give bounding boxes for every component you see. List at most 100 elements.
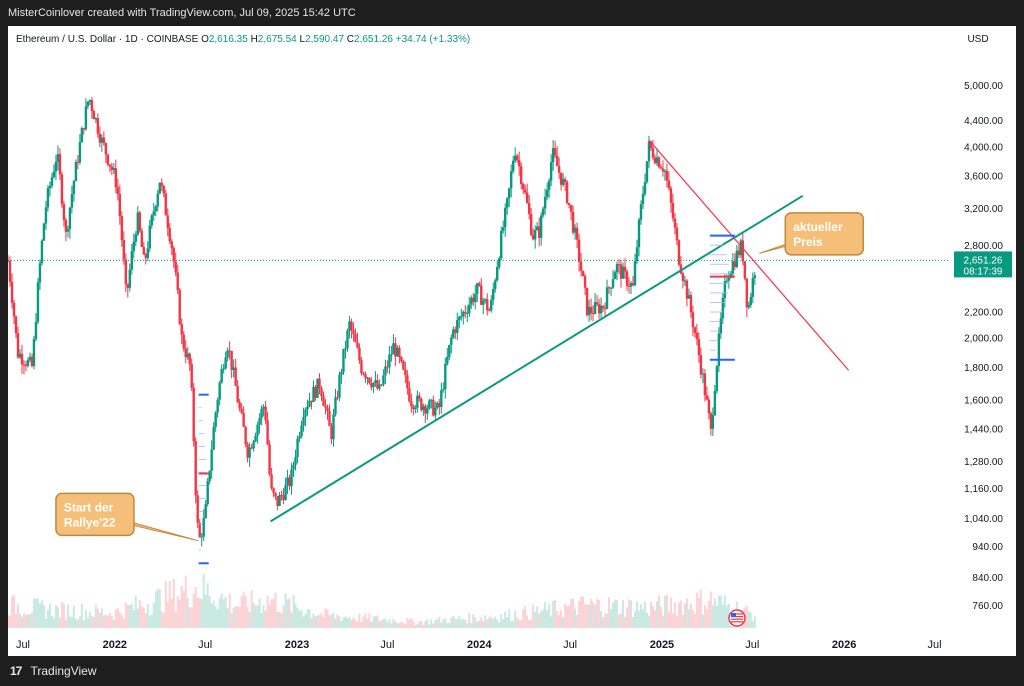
candle bbox=[70, 185, 74, 214]
volume-bar bbox=[314, 616, 317, 628]
candle bbox=[100, 134, 104, 152]
volume-bar bbox=[136, 608, 139, 628]
candle bbox=[16, 326, 20, 359]
currency-label[interactable]: USD bbox=[967, 34, 988, 45]
candle bbox=[302, 407, 305, 432]
volume-bar bbox=[548, 603, 551, 628]
candle bbox=[615, 261, 619, 281]
resistance-trendline[interactable] bbox=[648, 139, 850, 371]
volume-bar bbox=[630, 600, 633, 628]
volume-bar bbox=[268, 604, 271, 628]
volume-bar bbox=[222, 599, 225, 628]
volume-bar bbox=[484, 615, 487, 628]
candle bbox=[212, 421, 215, 451]
volume-bar bbox=[146, 604, 149, 628]
volume-bar bbox=[657, 595, 660, 628]
candle bbox=[721, 292, 725, 324]
volume-bar bbox=[396, 623, 399, 628]
volume-bar bbox=[162, 613, 165, 628]
support-trendline[interactable] bbox=[270, 194, 804, 523]
volume-bar bbox=[232, 607, 235, 628]
candle bbox=[711, 407, 715, 436]
candle bbox=[398, 345, 401, 364]
volume-bar bbox=[474, 617, 477, 628]
volume-bar bbox=[74, 618, 77, 628]
candle bbox=[144, 252, 147, 265]
volume-bar bbox=[598, 600, 601, 628]
candle bbox=[440, 382, 443, 414]
volume-bar bbox=[382, 619, 385, 628]
candle bbox=[370, 377, 373, 391]
volume-bar bbox=[88, 611, 91, 628]
volume-bar bbox=[194, 587, 197, 628]
volume-bar bbox=[318, 614, 321, 628]
volume-bar bbox=[671, 613, 674, 628]
x-tick-label: 2025 bbox=[650, 639, 674, 651]
volume-bar bbox=[576, 615, 579, 628]
candle bbox=[665, 163, 669, 188]
candle bbox=[8, 256, 12, 287]
candle bbox=[158, 182, 161, 195]
volume-bar bbox=[420, 621, 423, 628]
volume-bar bbox=[62, 604, 65, 628]
volume-bar bbox=[18, 613, 21, 628]
volume-bar bbox=[536, 606, 539, 628]
candle bbox=[591, 305, 595, 321]
candle bbox=[248, 442, 251, 467]
volume-bar bbox=[72, 605, 75, 628]
volume-bar bbox=[128, 605, 131, 628]
volume-bar bbox=[320, 612, 323, 628]
volume-bar bbox=[472, 614, 475, 628]
legend-segment: L bbox=[300, 34, 306, 45]
x-tick-label: Jul bbox=[563, 639, 577, 651]
us-flag-icon[interactable] bbox=[728, 609, 746, 627]
candle bbox=[262, 404, 265, 417]
volume-bar bbox=[689, 603, 692, 628]
x-tick-label: 2024 bbox=[467, 639, 492, 651]
candle bbox=[529, 208, 533, 237]
volume-bar bbox=[558, 615, 561, 628]
candle bbox=[44, 200, 48, 230]
legend-segment: 2,651.26 bbox=[354, 34, 396, 45]
volume-bar bbox=[608, 597, 611, 628]
volume-bar bbox=[719, 595, 722, 628]
volume-bar bbox=[86, 617, 89, 628]
candle bbox=[162, 184, 165, 198]
volume-bar bbox=[482, 621, 485, 628]
volume-bar bbox=[374, 616, 377, 628]
candle bbox=[667, 171, 671, 191]
candle bbox=[166, 208, 169, 237]
volume-bar bbox=[556, 611, 559, 628]
volume-bar bbox=[645, 612, 648, 628]
candle bbox=[412, 404, 415, 416]
candle bbox=[74, 159, 78, 182]
volume-profile[interactable] bbox=[709, 234, 735, 361]
candle bbox=[82, 127, 86, 135]
callout-box bbox=[55, 492, 135, 537]
candle bbox=[54, 154, 58, 180]
candle bbox=[577, 234, 581, 272]
candle bbox=[234, 358, 237, 387]
chart-frame[interactable]: 2,651.26 08:17:39 Start der Rallye'22 aktue… bbox=[6, 26, 1016, 656]
candle bbox=[182, 331, 185, 352]
volume-bar bbox=[606, 613, 609, 628]
volume-profile[interactable] bbox=[198, 393, 209, 565]
candle bbox=[549, 154, 553, 187]
candle bbox=[527, 195, 531, 220]
volume-bar bbox=[683, 603, 686, 628]
candle bbox=[298, 431, 301, 443]
candle bbox=[278, 492, 281, 507]
volume-bar bbox=[504, 611, 507, 628]
volume-bar bbox=[701, 614, 704, 628]
candle bbox=[134, 231, 137, 247]
candle bbox=[210, 440, 213, 479]
legend-segment: 2,590.47 bbox=[305, 34, 347, 45]
volume-bar bbox=[602, 617, 605, 628]
candle bbox=[446, 348, 449, 366]
candle bbox=[452, 326, 455, 340]
volume-bar bbox=[580, 596, 583, 628]
symbol-legend[interactable]: Ethereum / U.S. Dollar · 1D · COINBASE O… bbox=[16, 34, 470, 45]
